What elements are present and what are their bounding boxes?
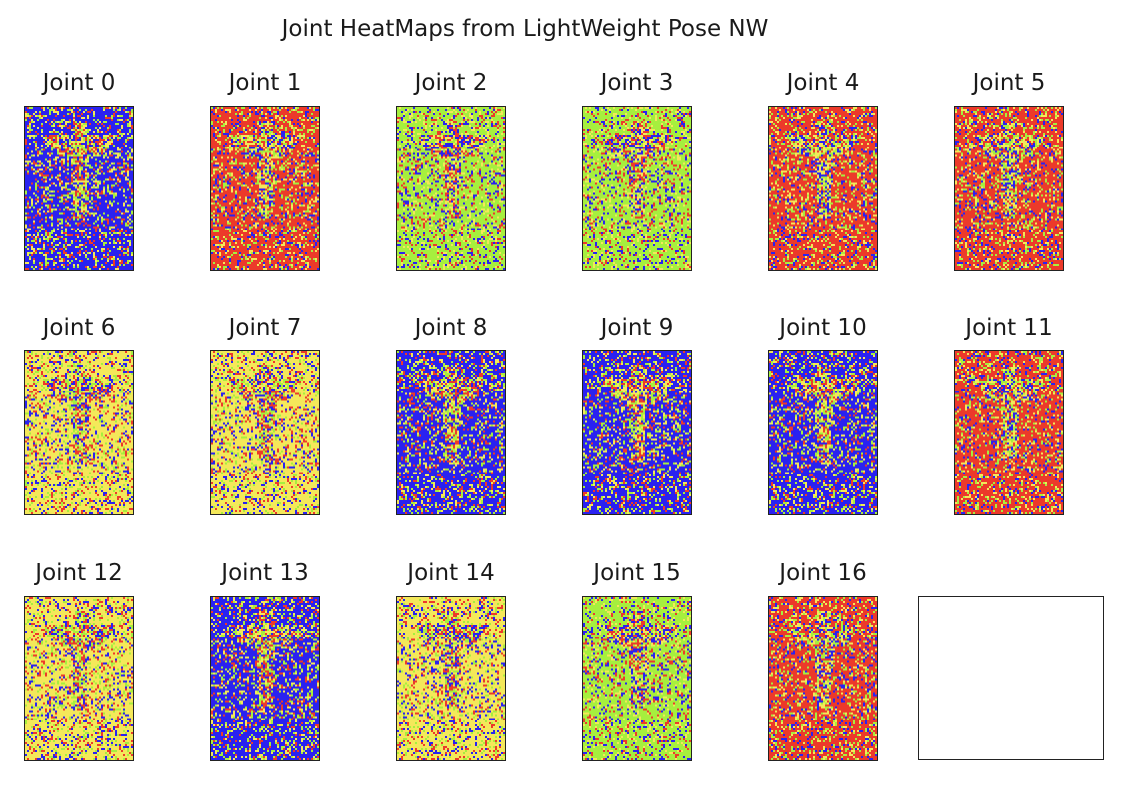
panel-title: Joint 13 — [221, 560, 309, 586]
heatmap-panel — [24, 596, 134, 761]
panel-title: Joint 15 — [593, 560, 681, 586]
heatmap-image — [25, 597, 133, 760]
panel-title: Joint 9 — [600, 315, 674, 341]
heatmap-panel — [768, 596, 878, 761]
heatmap-image — [25, 351, 133, 514]
panel-title: Joint 7 — [228, 315, 302, 341]
heatmap-panel — [396, 350, 506, 515]
panel-title: Joint 12 — [35, 560, 123, 586]
heatmap-image — [583, 107, 691, 270]
panel-title: Joint 8 — [414, 315, 488, 341]
panel-title: Joint 11 — [965, 315, 1053, 341]
panel-title: Joint 3 — [600, 70, 674, 96]
heatmap-image — [25, 107, 133, 270]
heatmap-panel — [210, 350, 320, 515]
panel-title: Joint 14 — [407, 560, 495, 586]
figure-title: Joint HeatMaps from LightWeight Pose NW — [281, 16, 769, 42]
panel-title: Joint 16 — [779, 560, 867, 586]
clipped-top-text: ' ' ' ' ' ' — [0, 0, 1146, 8]
panel-title: Joint 5 — [972, 70, 1046, 96]
heatmap-panel — [582, 106, 692, 271]
empty-axes — [918, 596, 1104, 760]
heatmap-image — [769, 597, 877, 760]
heatmap-panel — [954, 350, 1064, 515]
heatmap-panel — [768, 350, 878, 515]
heatmap-image — [955, 107, 1063, 270]
panel-title: Joint 1 — [228, 70, 302, 96]
heatmap-image — [769, 351, 877, 514]
heatmap-panel — [396, 596, 506, 761]
heatmap-image — [583, 597, 691, 760]
panel-title: Joint 2 — [414, 70, 488, 96]
heatmap-image — [955, 351, 1063, 514]
panel-title: Joint 4 — [786, 70, 860, 96]
heatmap-image — [397, 107, 505, 270]
heatmap-panel — [24, 106, 134, 271]
heatmap-image — [211, 597, 319, 760]
panel-title: Joint 6 — [42, 315, 116, 341]
heatmap-panel — [954, 106, 1064, 271]
heatmap-image — [769, 107, 877, 270]
heatmap-image — [211, 107, 319, 270]
heatmap-panel — [582, 350, 692, 515]
heatmap-panel — [582, 596, 692, 761]
heatmap-image — [211, 351, 319, 514]
panel-title: Joint 0 — [42, 70, 116, 96]
heatmap-panel — [396, 106, 506, 271]
heatmap-image — [397, 351, 505, 514]
heatmap-image — [397, 597, 505, 760]
heatmap-panel — [768, 106, 878, 271]
heatmap-panel — [210, 106, 320, 271]
heatmap-panel — [210, 596, 320, 761]
panel-title: Joint 10 — [779, 315, 867, 341]
heatmap-panel — [24, 350, 134, 515]
heatmap-image — [583, 351, 691, 514]
